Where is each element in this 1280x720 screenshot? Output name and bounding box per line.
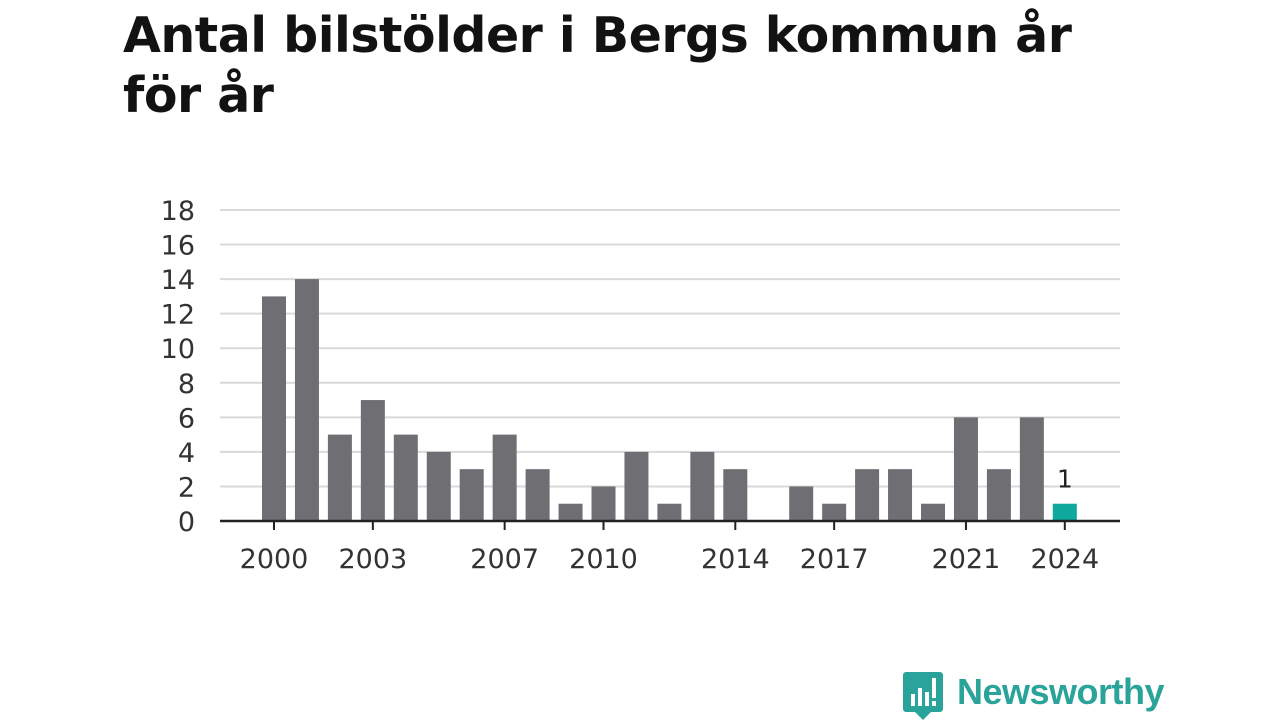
bar-2022	[986, 469, 1011, 521]
bar-2009	[558, 503, 583, 521]
y-tick-label: 14	[161, 265, 195, 296]
chart-title: Antal bilstölder i Bergs kommun år för å…	[123, 7, 1072, 124]
data-label: 1	[1057, 465, 1073, 494]
x-tick-label: 2000	[240, 544, 309, 575]
bar-2011	[624, 451, 649, 521]
newsworthy-logo-icon	[903, 672, 943, 720]
logo-bar-2	[918, 688, 922, 706]
brand-name: Newsworthy	[957, 671, 1165, 712]
bar-2019	[888, 469, 913, 521]
y-tick-label: 6	[178, 403, 195, 434]
logo-bar-3	[925, 692, 929, 706]
bar-2012	[657, 503, 682, 521]
y-tick-label: 10	[161, 334, 195, 365]
logo-speech-bubble	[903, 672, 943, 720]
bar-2008	[525, 469, 550, 521]
bar-2018	[855, 469, 880, 521]
bar-2021	[953, 417, 978, 521]
x-tick-label: 2003	[338, 544, 407, 575]
bar-2005	[426, 451, 451, 521]
bar-2016	[789, 486, 814, 521]
bar-2017	[822, 503, 847, 521]
gridlines	[220, 209, 1120, 488]
x-tick-label: 2024	[1030, 544, 1099, 575]
bar-2004	[393, 434, 418, 521]
y-tick-label: 8	[178, 369, 195, 400]
x-tick-label: 2010	[569, 544, 638, 575]
x-tick-label: 2007	[470, 544, 539, 575]
bar-2001	[294, 279, 319, 521]
bar-2024	[1052, 503, 1077, 521]
x-tick-label: 2014	[701, 544, 770, 575]
x-tick-label: 2017	[800, 544, 869, 575]
bar-2013	[690, 451, 715, 521]
axes	[220, 519, 1120, 530]
y-tick-label: 4	[178, 438, 195, 469]
bar-2006	[459, 469, 484, 521]
y-tick-label: 16	[161, 231, 195, 262]
logo-bar-4	[932, 678, 936, 698]
x-tick-label: 2021	[932, 544, 1001, 575]
bar-2000	[262, 296, 286, 521]
bar-2023	[1019, 417, 1044, 521]
bar-2003	[360, 400, 385, 521]
logo-dot	[932, 701, 936, 706]
bar-2010	[591, 486, 616, 521]
bar-2020	[921, 503, 945, 521]
bars	[262, 279, 1077, 521]
newsworthy-logo[interactable]: Newsworthy	[903, 671, 1165, 720]
bar-2007	[492, 434, 517, 521]
bar-2002	[327, 434, 352, 521]
y-tick-label: 12	[161, 300, 195, 331]
logo-bar-1	[911, 694, 915, 706]
bar-2014	[723, 469, 748, 521]
y-tick-label: 0	[178, 507, 195, 538]
y-tick-label: 18	[161, 196, 195, 227]
y-tick-label: 2	[178, 472, 195, 503]
